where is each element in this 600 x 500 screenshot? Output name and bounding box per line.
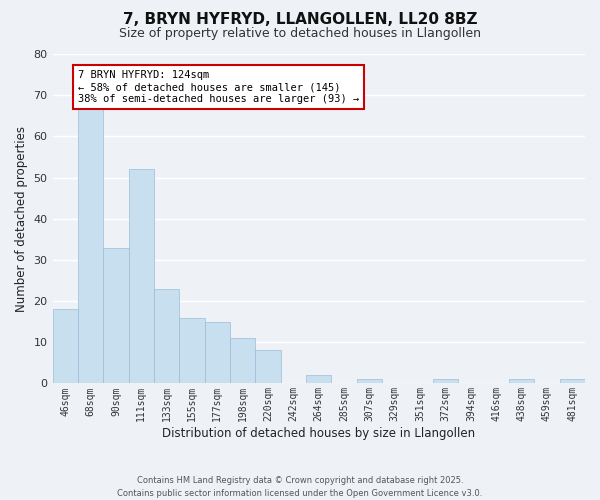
Bar: [560, 380, 585, 384]
Bar: [154, 288, 179, 384]
Text: 7, BRYN HYFRYD, LLANGOLLEN, LL20 8BZ: 7, BRYN HYFRYD, LLANGOLLEN, LL20 8BZ: [123, 12, 477, 28]
Bar: [53, 310, 78, 384]
Text: 7 BRYN HYFRYD: 124sqm
← 58% of detached houses are smaller (145)
38% of semi-det: 7 BRYN HYFRYD: 124sqm ← 58% of detached …: [78, 70, 359, 104]
Bar: [306, 375, 331, 384]
Bar: [230, 338, 256, 384]
Bar: [509, 380, 534, 384]
Bar: [357, 380, 382, 384]
Y-axis label: Number of detached properties: Number of detached properties: [15, 126, 28, 312]
X-axis label: Distribution of detached houses by size in Llangollen: Distribution of detached houses by size …: [162, 427, 475, 440]
Bar: [128, 170, 154, 384]
Bar: [205, 322, 230, 384]
Bar: [78, 108, 103, 384]
Text: Size of property relative to detached houses in Llangollen: Size of property relative to detached ho…: [119, 28, 481, 40]
Bar: [256, 350, 281, 384]
Bar: [433, 380, 458, 384]
Bar: [179, 318, 205, 384]
Bar: [103, 248, 128, 384]
Text: Contains HM Land Registry data © Crown copyright and database right 2025.
Contai: Contains HM Land Registry data © Crown c…: [118, 476, 482, 498]
